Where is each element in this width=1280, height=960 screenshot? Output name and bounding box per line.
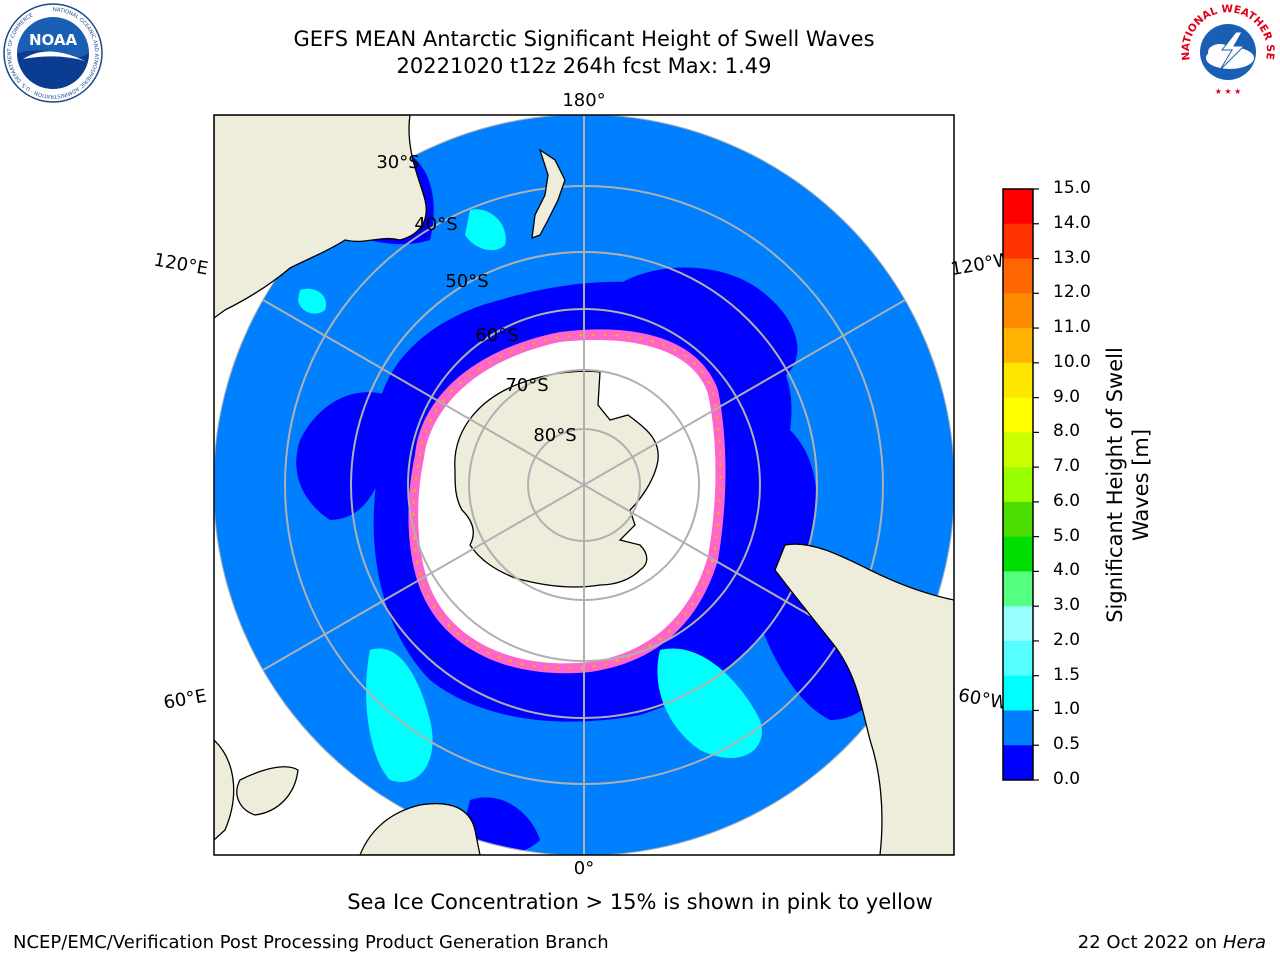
latitude-label-60s: 60°S	[475, 325, 518, 346]
latitude-label-40s: 40°S	[414, 214, 457, 235]
australia-landmass	[214, 115, 427, 319]
sea-ice-caption: Sea Ice Concentration > 15% is shown in …	[347, 890, 933, 914]
colorbar-tick-label: 5.0	[1053, 525, 1081, 546]
noaa-logo-text: NOAA	[29, 31, 78, 49]
colorbar-tick-label: 9.0	[1053, 386, 1081, 407]
southern-africa-landmass	[214, 739, 235, 841]
latitude-label-50s: 50°S	[445, 271, 488, 292]
colorbar-label-line2: Waves [m]	[1129, 428, 1153, 542]
colorbar-bin-14.0-15.0	[1003, 189, 1033, 225]
date-text: 22 Oct 2022 on	[1077, 932, 1223, 953]
colorbar-tick-label: 4.0	[1053, 560, 1081, 581]
meridian-label-top: 180°	[562, 90, 605, 111]
colorbar-tick-label: 8.0	[1053, 421, 1081, 442]
colorbar-bin-6.0-7.0	[1003, 467, 1033, 503]
colorbar-tick-label: 0.0	[1053, 769, 1081, 789]
colorbar	[1003, 189, 1033, 781]
moderate-swell-region	[298, 288, 326, 314]
chart-subtitle: 20221020 t12z 264h fcst Max: 1.49	[396, 54, 772, 78]
colorbar-bin-7.0-8.0	[1003, 432, 1033, 468]
colorbar-bin-9.0-10.0	[1003, 362, 1033, 399]
low-swell-region	[610, 267, 798, 380]
date-line: 22 Oct 2022 on Hera	[1078, 932, 1266, 953]
colorbar-tick-label: 0.5	[1053, 734, 1081, 755]
colorbar-tick-label: 14.0	[1053, 212, 1091, 233]
colorbar-bin-5.0-6.0	[1003, 501, 1033, 538]
latitude-label-30s: 30°S	[376, 152, 419, 173]
moderate-swell-region	[366, 648, 433, 782]
colorbar-tick-label: 13.0	[1053, 247, 1091, 268]
low-swell-region	[296, 392, 400, 520]
colorbar-tick-label: 1.5	[1053, 664, 1081, 685]
meridian-label-upper-left: 120°E	[152, 249, 210, 279]
colorbar-frame	[1002, 188, 1034, 781]
madagascar-landmass	[236, 766, 299, 816]
colorbar-label-line1: Significant Height of Swell	[1103, 347, 1127, 623]
colorbar-bin-4.0-5.0	[1003, 536, 1033, 572]
meridian-label-lower-right: 60°W	[957, 685, 1010, 714]
colorbar-bin-1.5-2.0	[1003, 640, 1033, 677]
colorbar-tick-label: 12.0	[1053, 282, 1091, 303]
colorbar-tick-label: 15.0	[1053, 178, 1091, 198]
colorbar-bin-2.0-3.0	[1003, 606, 1033, 642]
new-zealand-landmass	[531, 148, 566, 239]
latitude-label-70s: 70°S	[505, 375, 548, 396]
colorbar-bin-11.0-12.0	[1003, 293, 1033, 329]
colorbar-tick-label: 6.0	[1053, 490, 1081, 511]
graticule	[214, 115, 954, 855]
latitude-label-80s: 80°S	[533, 425, 576, 446]
colorbar-bin-3.0-4.0	[1003, 571, 1033, 607]
colorbar-bin-12.0-13.0	[1003, 258, 1033, 294]
colorbar-tick-label: 7.0	[1053, 456, 1081, 477]
meridian-label-bottom: 0°	[574, 858, 594, 879]
meridian-label-lower-left: 60°E	[162, 685, 208, 713]
africa-landmass	[359, 802, 481, 855]
chart-title: GEFS MEAN Antarctic Significant Height o…	[293, 27, 875, 51]
colorbar-label: Significant Height of Swell Waves [m]	[1102, 347, 1154, 623]
colorbar-tick-label: 2.0	[1053, 629, 1081, 650]
credit-line: NCEP/EMC/Verification Post Processing Pr…	[13, 932, 609, 953]
svg-text:★ ★ ★: ★ ★ ★	[1215, 87, 1242, 96]
colorbar-tick-label: 3.0	[1053, 595, 1081, 616]
colorbar-bin-10.0-11.0	[1003, 328, 1033, 364]
colorbar-bin-0.5-1.0	[1003, 710, 1033, 746]
moderate-swell-region	[465, 209, 506, 251]
noaa-logo: NOAA NATIONAL OCEANIC AND ATMOSPHERIC AD…	[3, 3, 103, 103]
colorbar-bin-8.0-9.0	[1003, 397, 1033, 433]
colorbar-bin-0.0-0.5	[1003, 745, 1033, 781]
map-frame	[213, 114, 955, 856]
colorbar-bin-13.0-14.0	[1003, 223, 1033, 260]
national-weather-service-logo: NATIONAL WEATHER SERVICE ★ ★ ★	[1178, 0, 1276, 98]
colorbar-tick-label: 11.0	[1053, 317, 1091, 338]
colorbar-bin-1.0-1.5	[1003, 675, 1033, 711]
colorbar-tick-label: 10.0	[1053, 351, 1091, 372]
south-america-landmass	[774, 543, 954, 855]
moderate-swell-region	[657, 648, 762, 759]
colorbar-tick-label: 1.0	[1053, 699, 1081, 720]
colorbar-ticks	[1033, 188, 1039, 781]
host-name: Hera	[1222, 932, 1266, 953]
